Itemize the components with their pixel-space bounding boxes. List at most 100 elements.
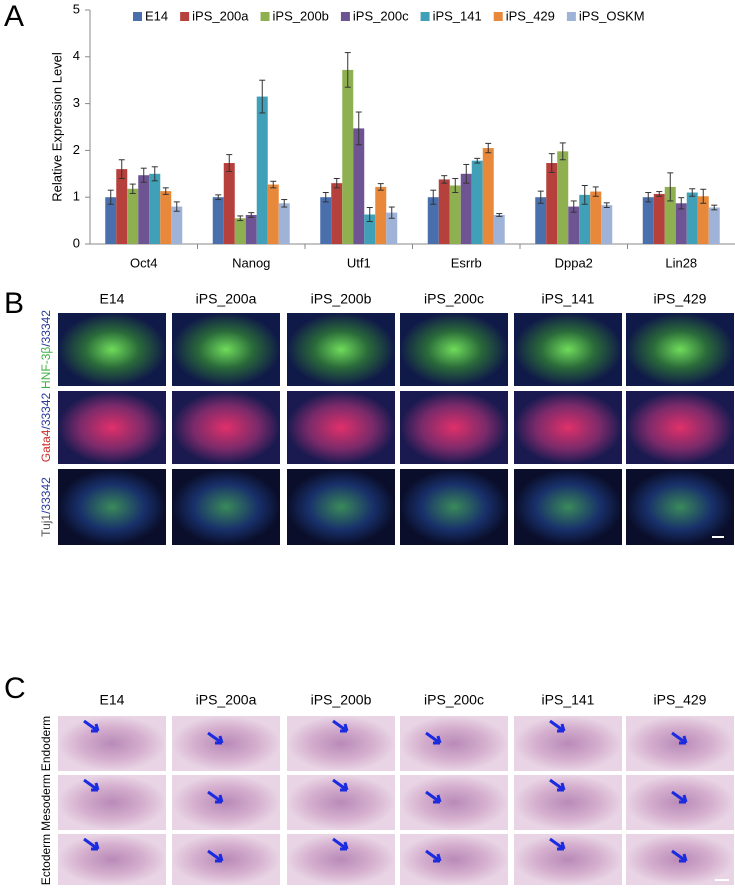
- histology-image: [172, 834, 280, 885]
- arrow: [549, 778, 566, 792]
- histology-image: [287, 716, 395, 771]
- error-bar: [129, 183, 136, 194]
- bar: [568, 206, 580, 244]
- micrograph: [172, 391, 280, 464]
- error-bar: [452, 177, 459, 194]
- legend-label: iPS_200c: [353, 8, 409, 23]
- legend-swatch: [260, 12, 270, 21]
- histology-image: [400, 716, 508, 771]
- bar: [482, 148, 494, 244]
- bar: [438, 179, 450, 244]
- row-label-part: Tuj1: [39, 514, 53, 537]
- error-bar: [259, 79, 266, 114]
- bar: [557, 151, 569, 244]
- error-bar: [215, 194, 222, 201]
- bar: [267, 184, 279, 244]
- bar: [278, 203, 290, 244]
- arrow: [207, 731, 224, 745]
- column-label: iPS_200b: [311, 291, 372, 307]
- bar: [171, 206, 183, 244]
- error-bar: [226, 154, 233, 172]
- error-bar: [344, 52, 351, 88]
- micrograph: [400, 469, 508, 545]
- error-bar: [711, 204, 718, 211]
- arrow: [332, 837, 349, 851]
- bar: [686, 192, 698, 244]
- micrograph: [626, 469, 734, 545]
- histology-image: [400, 834, 508, 885]
- legend-label: iPS_200a: [192, 8, 249, 23]
- row-label-part: Gata4: [39, 429, 53, 462]
- error-bar: [366, 206, 373, 223]
- error-bar: [270, 180, 277, 189]
- error-bar: [645, 192, 652, 203]
- legend-label: iPS_OSKM: [579, 8, 645, 23]
- bar: [579, 194, 591, 244]
- arrow: [83, 837, 100, 851]
- bar: [212, 197, 224, 244]
- error-bar: [118, 159, 125, 179]
- bar: [664, 186, 676, 244]
- error-bar: [441, 175, 448, 184]
- arrow: [207, 849, 224, 863]
- micrograph: [172, 313, 280, 386]
- micrograph: [287, 313, 395, 386]
- arrow: [549, 837, 566, 851]
- bar: [675, 203, 687, 244]
- row-label: Ectoderm: [39, 834, 53, 885]
- legend-label: iPS_141: [433, 8, 482, 23]
- micrograph: [400, 313, 508, 386]
- error-bar: [355, 111, 362, 146]
- arrow: [425, 790, 442, 804]
- row-label: Gata4/33342: [39, 392, 53, 462]
- error-bar: [667, 172, 674, 202]
- bar: [460, 173, 472, 244]
- bar: [331, 183, 343, 244]
- arrow: [425, 849, 442, 863]
- error-bar: [548, 153, 555, 173]
- column-label: iPS_200c: [424, 692, 484, 708]
- arrow: [332, 778, 349, 792]
- column-label: iPS_141: [542, 692, 595, 708]
- bar: [590, 191, 602, 244]
- bar: [642, 197, 654, 244]
- y-tick-label: 5: [73, 1, 80, 16]
- x-tick-label: Dppa2: [555, 255, 593, 270]
- error-bar: [463, 163, 470, 184]
- micrograph: [287, 391, 395, 464]
- micrograph: [287, 469, 395, 545]
- row-label: HNF-3β/33342: [39, 310, 53, 389]
- bar: [256, 96, 268, 244]
- x-tick-label: Lin28: [665, 255, 697, 270]
- error-bar: [603, 202, 610, 208]
- arrow: [671, 790, 688, 804]
- y-tick-label: 0: [73, 235, 80, 250]
- bar: [342, 69, 354, 245]
- histology-image: [287, 775, 395, 830]
- y-axis-label: Relative Expression Level: [49, 52, 64, 202]
- histology-image: [58, 834, 166, 885]
- legend-label: iPS_200b: [273, 8, 329, 23]
- bar: [234, 218, 246, 244]
- error-bar: [140, 167, 147, 183]
- bar: [471, 160, 483, 244]
- error-bar: [173, 201, 180, 212]
- panel-label: C: [4, 672, 26, 705]
- bar: [493, 214, 505, 244]
- legend-swatch: [566, 12, 576, 21]
- legend-label: E14: [145, 8, 168, 23]
- error-bar: [388, 206, 395, 219]
- error-bar: [474, 157, 481, 164]
- error-bar: [333, 177, 340, 189]
- error-bar: [700, 188, 707, 204]
- y-tick-label: 3: [73, 95, 80, 110]
- row-label: Mesoderm: [39, 774, 53, 831]
- column-label: iPS_200c: [424, 291, 484, 307]
- histology-image: [287, 834, 395, 885]
- row-label-part: HNF-3β: [39, 347, 53, 389]
- y-tick-label: 1: [73, 189, 80, 204]
- micrograph: [400, 391, 508, 464]
- error-bar: [559, 142, 566, 161]
- error-bar: [537, 190, 544, 204]
- histology-image: [58, 775, 166, 830]
